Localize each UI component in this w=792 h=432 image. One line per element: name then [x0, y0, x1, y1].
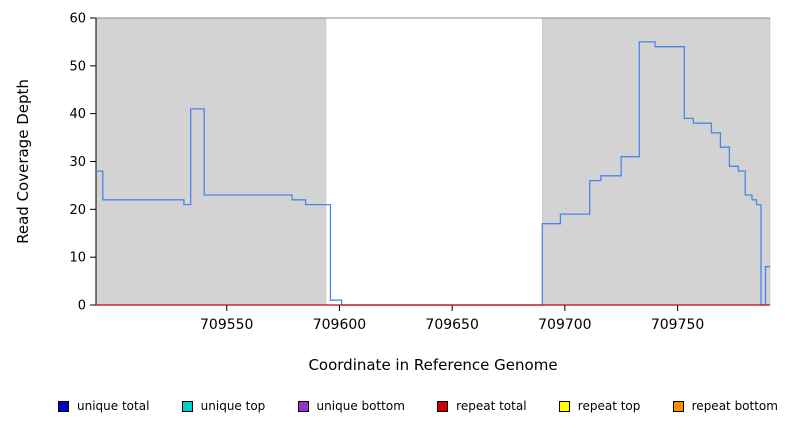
- legend-swatch-icon: [558, 400, 570, 412]
- legend-label: unique total: [77, 399, 150, 413]
- y-tick-label: 0: [78, 299, 86, 314]
- shaded-region: [542, 17, 771, 306]
- unique-total-line: [96, 41, 770, 306]
- legend-label: unique bottom: [316, 399, 405, 413]
- legend-item-repeat-bottom: repeat bottom: [672, 399, 778, 413]
- x-tick-label: 709700: [538, 317, 591, 333]
- x-tick-label: 709550: [200, 317, 253, 333]
- x-axis-label: Coordinate in Reference Genome: [308, 356, 558, 374]
- legend-item-unique-top: unique top: [181, 399, 266, 413]
- legend-swatch-icon: [672, 400, 684, 412]
- shaded-region: [95, 17, 327, 306]
- y-tick-label: 50: [69, 59, 86, 74]
- x-tick-label: 709750: [651, 317, 704, 333]
- coverage-plot: 0 10 20 30 40 50 60 709550 709600 709650 709700 709…: [14, 12, 771, 333]
- legend: unique total unique top unique bottom repea…: [0, 399, 792, 413]
- y-axis-label: Read Coverage Depth: [14, 79, 32, 244]
- legend-item-unique-total: unique total: [58, 399, 149, 413]
- y-tick-label: 60: [69, 12, 86, 27]
- legend-item-repeat-top: repeat top: [558, 399, 641, 413]
- legend-label: repeat total: [456, 399, 527, 413]
- y-tick-label: 20: [69, 203, 86, 218]
- legend-label: repeat top: [577, 399, 641, 413]
- y-tick-label: 40: [69, 107, 86, 122]
- legend-swatch-icon: [58, 400, 69, 412]
- x-tick-label: 709650: [425, 317, 478, 333]
- legend-item-repeat-total: repeat total: [437, 399, 527, 413]
- legend-item-unique-bottom: unique bottom: [297, 399, 405, 413]
- x-tick-label: 709600: [313, 317, 366, 333]
- legend-label: repeat bottom: [691, 399, 778, 413]
- legend-label: unique top: [200, 399, 266, 413]
- y-tick-label: 10: [69, 251, 86, 266]
- legend-swatch-icon: [437, 400, 449, 412]
- legend-swatch-icon: [297, 400, 309, 412]
- y-tick-label: 30: [69, 155, 86, 170]
- legend-swatch-icon: [181, 400, 193, 412]
